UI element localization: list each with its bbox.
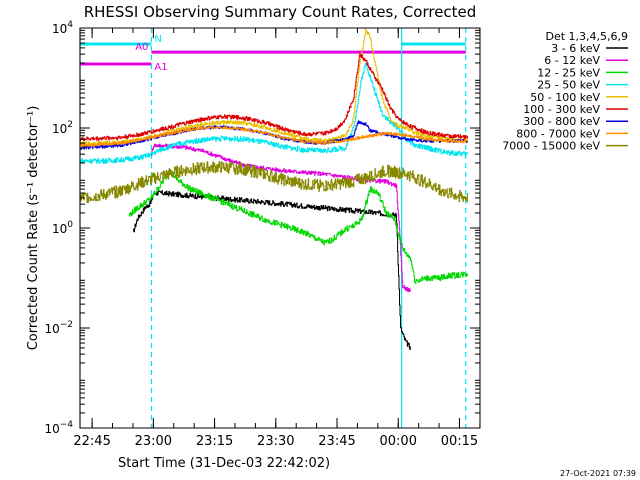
legend-label: 6 - 12 keV <box>544 54 600 67</box>
x-tick-label: 22:45 <box>73 434 110 449</box>
legend-label: 800 - 7000 keV <box>516 127 600 140</box>
x-tick-label: 00:00 <box>380 434 417 449</box>
y-tick-label: 100 <box>52 220 73 236</box>
legend-label: 12 - 25 keV <box>537 66 600 79</box>
legend-label: 3 - 6 keV <box>551 42 600 55</box>
y-tick-label: 102 <box>52 120 73 136</box>
y-tick-label: 10−4 <box>44 420 73 436</box>
x-tick-label: 23:30 <box>257 434 294 449</box>
legend-title: Det 1,3,4,5,6,9 <box>545 30 628 43</box>
series-line <box>80 125 468 148</box>
legend-label: 100 - 300 keV <box>523 103 600 116</box>
series-line <box>80 53 468 142</box>
attenuator-layer: N A0 A1 <box>80 34 466 73</box>
series-line <box>151 143 411 293</box>
y-axis-label: Corrected Count Rate (s⁻¹ detector⁻¹) <box>26 106 41 351</box>
y-tick-label: 104 <box>52 20 73 36</box>
attenuator-label: A0 <box>135 42 148 53</box>
x-tick-label: 23:00 <box>135 434 172 449</box>
x-tick-label: 00:15 <box>441 434 478 449</box>
attenuator-label: N <box>154 34 161 45</box>
series-line <box>80 161 468 204</box>
axis-layer: 22:45 23:00 23:15 23:30 23:45 00:00 00:15 10−4 1… <box>44 20 481 449</box>
series-line <box>129 170 468 284</box>
attenuator-label: A1 <box>154 62 167 73</box>
y-tick-label: 10−2 <box>44 320 73 336</box>
legend-label: 25 - 50 keV <box>537 79 600 92</box>
series-layer <box>80 28 468 350</box>
legend-label: 7000 - 15000 keV <box>502 140 600 153</box>
timestamp: 27-Oct-2021 07:39 <box>560 469 636 478</box>
legend-label: 300 - 800 keV <box>523 115 600 128</box>
chart-title: RHESSI Observing Summary Count Rates, Co… <box>84 3 477 21</box>
x-axis-label: Start Time (31-Dec-03 22:42:02) <box>118 456 330 471</box>
legend-label: 50 - 100 keV <box>530 91 600 104</box>
x-tick-label: 23:15 <box>196 434 233 449</box>
x-tick-label: 23:45 <box>318 434 355 449</box>
